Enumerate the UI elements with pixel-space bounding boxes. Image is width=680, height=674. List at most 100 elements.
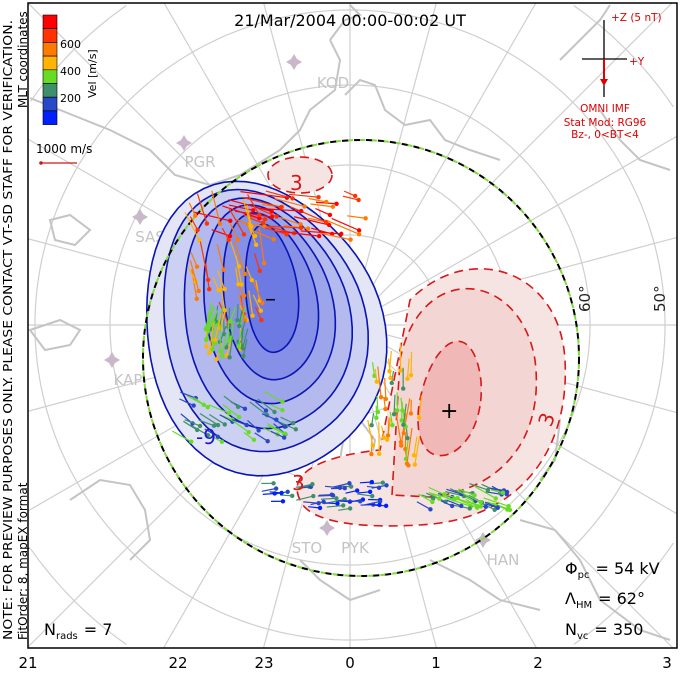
velocity-vector — [408, 351, 414, 378]
potential-minimum-marker: – — [265, 287, 276, 312]
colorbar-bin — [42, 83, 58, 98]
velocity-vector — [220, 333, 227, 359]
vector-count: Nvc = 350 — [565, 620, 643, 642]
velocity-vector — [184, 211, 202, 243]
velocity-vector — [408, 399, 414, 416]
velocity-vector — [249, 217, 266, 226]
velocity-vector — [237, 310, 243, 329]
colorbar-tick: 200 — [60, 92, 81, 105]
velocity-vector — [490, 489, 506, 495]
velocity-vector — [212, 313, 222, 343]
mlt-label: 22 — [168, 654, 187, 672]
velocity-vector — [327, 220, 362, 237]
mlt-meridian — [349, 135, 677, 326]
velocity-vector — [179, 398, 196, 408]
station-marker-icon — [132, 209, 148, 225]
velocity-vector — [320, 496, 339, 501]
mlt-meridian — [349, 3, 537, 326]
mlt-label: 23 — [254, 654, 273, 672]
contour-label: -9 — [196, 425, 216, 449]
station-marker-icon — [104, 352, 120, 368]
velocity-vector — [401, 367, 406, 391]
velocity-vector — [261, 486, 279, 492]
velocity-vector — [257, 398, 277, 415]
velocity-vector — [189, 216, 200, 233]
positive-potential-contour — [267, 156, 333, 194]
velocity-vector — [343, 190, 358, 199]
velocity-vector — [261, 481, 276, 486]
imf-dial: +Z (5 nT) +Y OMNI IMF Stat Mod: RG96 Bz-… — [564, 12, 662, 141]
fit-order-note: FitOrder: 8, mapEX format — [16, 482, 30, 640]
velocity-vector — [326, 503, 346, 508]
velocity-vector — [484, 501, 500, 510]
velocity-vector — [389, 411, 395, 428]
velocity-vector — [366, 485, 382, 491]
velocity-vector — [411, 436, 418, 458]
colorbar-tick: 400 — [60, 65, 81, 78]
station-marker-icon — [319, 520, 335, 536]
station-label: KOD — [317, 74, 349, 92]
velocity-vector — [474, 486, 498, 501]
velocity-vector — [387, 350, 392, 374]
colorbar-bin — [42, 110, 58, 125]
velocity-vector — [440, 500, 455, 509]
velocity-vector — [416, 501, 433, 512]
velocity-vector — [296, 493, 316, 501]
velocity-vector — [325, 501, 340, 506]
contour-label: 3 — [292, 471, 305, 495]
velocity-vector — [191, 269, 199, 302]
velocity-vector — [377, 421, 382, 456]
potential-maximum-marker: + — [440, 399, 458, 424]
velocity-vector — [247, 194, 262, 218]
velocity-vector — [222, 404, 242, 420]
velocity-vector — [398, 343, 403, 373]
latitude-circle — [573, 542, 674, 645]
velocity-vector — [269, 490, 284, 496]
velocity-vector — [345, 488, 360, 494]
velocity-vector — [367, 419, 375, 448]
velocity-vector — [210, 322, 216, 352]
velocity-vector — [465, 498, 480, 509]
velocity-vector — [274, 197, 307, 209]
velocity-vector — [172, 430, 194, 444]
mlt-label: 3 — [662, 654, 672, 672]
velocity-vector — [227, 336, 234, 360]
velocity-vector — [211, 190, 223, 226]
colorbar-bin — [42, 69, 58, 84]
velocity-vector — [190, 252, 200, 269]
colorbar-bin — [42, 55, 58, 71]
stat-model: Stat Mod: RG96 — [564, 117, 647, 129]
velocity-vector — [374, 368, 379, 384]
velocity-vector — [288, 193, 321, 200]
velocity-vector — [391, 394, 397, 417]
velocity-vector — [267, 423, 288, 436]
velocity-vector — [395, 392, 400, 413]
velocity-vector — [186, 395, 207, 408]
lat-label-50: 50° — [651, 285, 669, 312]
preview-note: NOTE: FOR PREVIEW PURPOSES ONLY. PLEASE … — [1, 20, 15, 640]
velocity-vector — [190, 424, 211, 438]
velocity-vector — [231, 419, 249, 428]
velocity-vector — [234, 210, 275, 220]
station-marker-icon — [475, 532, 491, 548]
velocity-vector — [204, 428, 221, 439]
colorbar-label: Vel [m/s] — [86, 49, 99, 98]
velocity-vector — [269, 403, 285, 413]
velocity-vector — [377, 366, 384, 400]
velocity-vector — [293, 216, 332, 228]
velocity-vector — [310, 499, 326, 506]
velocity-vector — [263, 390, 285, 404]
scale-vector-label: 1000 m/s — [36, 142, 92, 156]
station-label: STO — [292, 539, 323, 557]
lat-label-60: 60° — [576, 285, 594, 312]
colorbar-bin — [42, 42, 58, 57]
velocity-vector — [223, 395, 241, 409]
colorbar-bin — [42, 96, 58, 112]
velocity-vector — [483, 497, 511, 509]
velocity-vector — [247, 420, 261, 433]
hm-boundary-green — [142, 139, 580, 577]
velocity-vector — [446, 499, 464, 509]
velocity-vector — [342, 195, 361, 203]
velocity-vector — [359, 479, 375, 485]
